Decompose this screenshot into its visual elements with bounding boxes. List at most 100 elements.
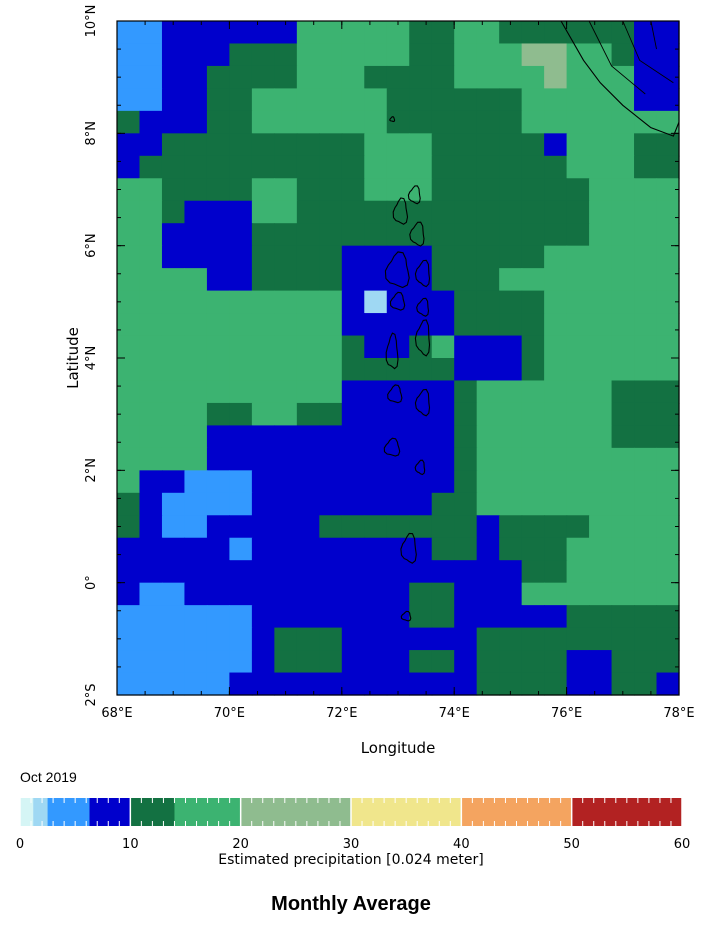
- grid-cell: [117, 223, 141, 247]
- grid-cell: [589, 425, 613, 449]
- grid-cell: [431, 605, 455, 629]
- grid-cell: [341, 223, 365, 247]
- grid-cell: [499, 537, 523, 561]
- grid-cell: [229, 650, 253, 674]
- grid-cell: [364, 223, 388, 247]
- grid-cell: [341, 560, 365, 584]
- grid-cell: [589, 43, 613, 67]
- grid-cell: [139, 358, 163, 382]
- grid-cell: [206, 582, 230, 606]
- grid-cell: [476, 582, 500, 606]
- grid-cell: [431, 402, 455, 426]
- grid-cell: [296, 178, 320, 202]
- grid-cell: [454, 582, 478, 606]
- grid-cell: [161, 133, 186, 157]
- grid-cell: [431, 200, 455, 224]
- grid-cell: [206, 245, 230, 269]
- grid-cell: [431, 425, 455, 449]
- grid-cell: [296, 65, 320, 89]
- grid-cell: [476, 88, 500, 112]
- grid-cell: [521, 268, 545, 292]
- grid-cell: [566, 380, 590, 404]
- grid-cell: [341, 178, 365, 202]
- grid-cell: [274, 313, 298, 337]
- grid-cell: [431, 380, 455, 404]
- grid-cell: [296, 447, 320, 471]
- grid-cell: [544, 470, 568, 494]
- grid-cell: [544, 21, 568, 45]
- grid-cell: [656, 200, 680, 224]
- grid-cell: [341, 402, 365, 426]
- grid-cell: [409, 65, 433, 89]
- grid-cell: [206, 470, 230, 494]
- grid-cell: [409, 560, 433, 584]
- grid-cell: [544, 582, 568, 606]
- atoll: [387, 384, 403, 404]
- grid-cell: [206, 200, 230, 224]
- grid-cell: [521, 43, 545, 67]
- grid-cell: [634, 21, 658, 45]
- grid-cell: [521, 605, 545, 629]
- colorbar: 0 10 20 30 40 50 60: [16, 798, 690, 852]
- grid-cell: [274, 358, 298, 382]
- grid-cell: [409, 492, 433, 516]
- grid-cell: [656, 223, 680, 247]
- grid-cell: [251, 178, 275, 202]
- grid-cell: [611, 537, 635, 561]
- grid-cell: [117, 133, 141, 157]
- grid-cell: [454, 335, 478, 359]
- grid-cell: [634, 110, 658, 134]
- y-tick-label: 2°S: [84, 683, 99, 706]
- grid-cell: [117, 110, 141, 134]
- grid-cell: [364, 65, 388, 89]
- grid-cell: [476, 650, 500, 674]
- grid-cell: [117, 627, 141, 651]
- grid-cell: [274, 582, 298, 606]
- grid-cell: [499, 223, 523, 247]
- grid-cell: [251, 110, 275, 134]
- grid-cell: [544, 537, 568, 561]
- grid-cell: [296, 515, 320, 539]
- grid-cell: [656, 268, 680, 292]
- grid-cell: [656, 178, 680, 202]
- grid-cell: [476, 21, 500, 45]
- grid-cell: [296, 133, 320, 157]
- grid-cell: [454, 268, 478, 292]
- grid-cell: [161, 268, 186, 292]
- grid-cell: [341, 268, 365, 292]
- grid-cell: [184, 133, 208, 157]
- y-tick-label: 2°N: [84, 458, 99, 483]
- grid-cell: [544, 290, 568, 314]
- grid-cell: [251, 133, 275, 157]
- grid-cell: [251, 605, 275, 629]
- grid-cell: [296, 380, 320, 404]
- grid-cell: [431, 447, 455, 471]
- grid-cell: [139, 155, 163, 179]
- grid-cell: [229, 358, 253, 382]
- grid-cell: [251, 560, 275, 584]
- grid-cell: [386, 358, 410, 382]
- grid-cell: [499, 358, 523, 382]
- grid-cell: [364, 627, 388, 651]
- grid-cell: [499, 582, 523, 606]
- grid-cell: [161, 402, 186, 426]
- grid-cell: [274, 88, 298, 112]
- grid-cell: [161, 447, 186, 471]
- grid-cell: [386, 65, 410, 89]
- grid-cell: [139, 537, 163, 561]
- grid-cell: [589, 447, 613, 471]
- atoll: [414, 459, 426, 476]
- grid-cell: [521, 21, 545, 45]
- grid-cell: [161, 627, 186, 651]
- grid-cell: [229, 335, 253, 359]
- grid-cell: [274, 223, 298, 247]
- grid-cell: [386, 650, 410, 674]
- grid-cell: [296, 627, 320, 651]
- grid-cell: [566, 627, 590, 651]
- grid-cell: [139, 515, 163, 539]
- grid-cell: [251, 470, 275, 494]
- grid-cell: [409, 582, 433, 606]
- grid-cell: [476, 133, 500, 157]
- grid-cell: [161, 605, 186, 629]
